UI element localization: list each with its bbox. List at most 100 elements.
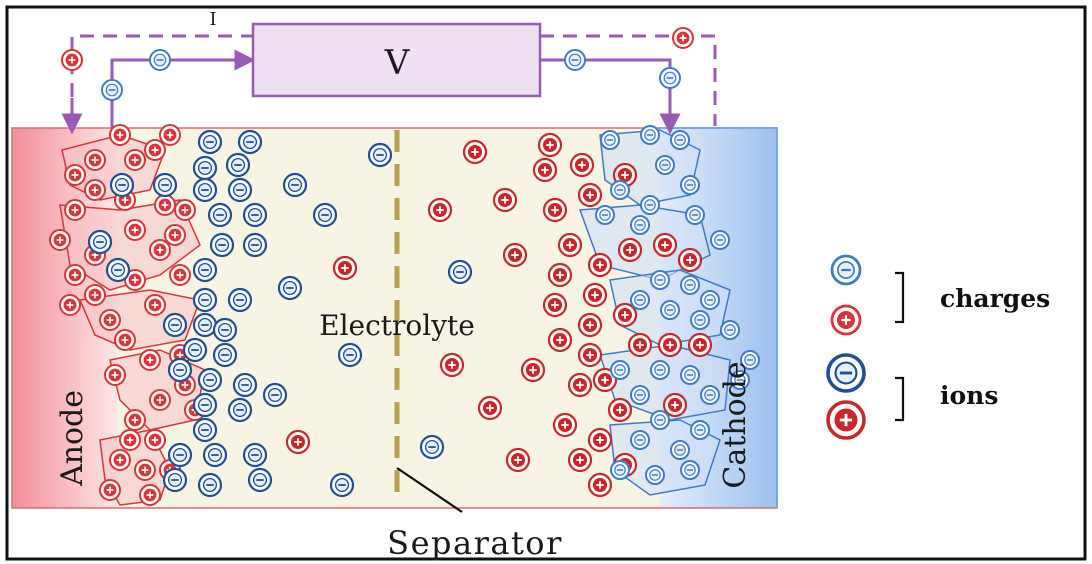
legend-ions-label: ions xyxy=(940,381,998,410)
positive-charge-icon xyxy=(174,199,196,221)
negative-charge-icon xyxy=(659,67,681,89)
negative-ion-icon xyxy=(242,442,268,468)
negative-ion-icon xyxy=(162,312,188,338)
positive-ion-icon xyxy=(532,157,558,183)
positive-ion-icon xyxy=(557,232,583,258)
positive-ion-icon xyxy=(569,152,595,178)
positive-ion-icon xyxy=(439,352,465,378)
legend-charges-label: charges xyxy=(940,284,1050,313)
negative-charge-icon xyxy=(680,275,700,295)
negative-ion-icon xyxy=(826,353,866,393)
negative-ion-icon xyxy=(312,202,338,228)
negative-charge-icon xyxy=(645,465,665,485)
negative-charge-icon xyxy=(670,440,690,460)
particle-layer xyxy=(49,27,760,506)
negative-ion-icon xyxy=(167,357,193,383)
negative-charge-icon xyxy=(680,365,700,385)
negative-ion-icon xyxy=(232,372,258,398)
positive-charge-icon xyxy=(114,329,136,351)
negative-charge-icon xyxy=(670,130,690,150)
positive-charge-icon xyxy=(159,124,181,146)
negative-ion-icon xyxy=(237,129,263,155)
negative-charge-icon xyxy=(700,290,720,310)
negative-ion-icon xyxy=(227,177,253,203)
negative-charge-icon xyxy=(640,195,660,215)
positive-ion-icon xyxy=(332,255,358,281)
negative-ion-icon xyxy=(209,232,235,258)
negative-charge-icon xyxy=(630,215,650,235)
positive-charge-icon xyxy=(49,229,71,251)
positive-charge-icon xyxy=(144,294,166,316)
positive-ion-icon xyxy=(502,242,528,268)
negative-charge-icon xyxy=(630,430,650,450)
positive-ion-icon xyxy=(505,447,531,473)
negative-ion-icon xyxy=(192,312,218,338)
negative-ion-icon xyxy=(105,257,131,283)
positive-charge-icon xyxy=(84,179,106,201)
negative-ion-icon xyxy=(192,257,218,283)
positive-ion-icon xyxy=(492,187,518,213)
positive-charge-icon xyxy=(164,224,186,246)
negative-ion-icon xyxy=(197,367,223,393)
positive-charge-icon xyxy=(124,269,146,291)
positive-charge-icon xyxy=(64,264,86,286)
positive-charge-icon xyxy=(124,219,146,241)
negative-charge-icon xyxy=(610,360,630,380)
negative-ion-icon xyxy=(167,442,193,468)
positive-ion-icon xyxy=(617,237,643,263)
positive-charge-icon xyxy=(84,284,106,306)
negative-ion-icon xyxy=(192,392,218,418)
positive-charge-icon xyxy=(144,429,166,451)
positive-charge-icon xyxy=(149,239,171,261)
negative-charge-icon xyxy=(600,130,620,150)
negative-ion-icon xyxy=(262,382,288,408)
negative-charge-icon xyxy=(650,360,670,380)
negative-charge-icon xyxy=(690,310,710,330)
negative-ion-icon xyxy=(162,467,188,493)
positive-charge-icon xyxy=(149,389,171,411)
positive-ion-icon xyxy=(520,357,546,383)
negative-charge-icon xyxy=(101,79,123,101)
positive-ion-icon xyxy=(612,302,638,328)
negative-charge-icon xyxy=(630,385,650,405)
positive-charge-icon xyxy=(64,164,86,186)
positive-charge-icon xyxy=(139,349,161,371)
negative-charge-icon xyxy=(640,125,660,145)
negative-ion-icon xyxy=(337,342,363,368)
positive-ion-icon xyxy=(592,367,618,393)
negative-ion-icon xyxy=(367,142,393,168)
anode-label: Anode xyxy=(55,390,90,487)
positive-charge-icon xyxy=(99,479,121,501)
negative-ion-icon xyxy=(152,172,178,198)
legend-bracket-charges xyxy=(895,271,905,324)
positive-charge-icon xyxy=(144,139,166,161)
negative-ion-icon xyxy=(277,275,303,301)
positive-ion-icon xyxy=(687,332,713,358)
voltmeter-box xyxy=(251,22,542,98)
negative-ion-icon xyxy=(242,202,268,228)
negative-ion-icon xyxy=(197,472,223,498)
positive-charge-icon xyxy=(84,149,106,171)
positive-charge-icon xyxy=(61,49,83,71)
negative-ion-icon xyxy=(227,287,253,313)
negative-charge-icon xyxy=(690,420,710,440)
positive-charge-icon xyxy=(59,294,81,316)
positive-ion-icon xyxy=(677,247,703,273)
positive-ion-icon xyxy=(462,139,488,165)
negative-charge-icon xyxy=(650,270,670,290)
positive-ion-icon xyxy=(285,429,311,455)
negative-ion-icon xyxy=(225,152,251,178)
positive-ion-icon xyxy=(547,262,573,288)
positive-ion-icon xyxy=(652,232,678,258)
electrolyte-label: Electrolyte xyxy=(319,309,475,342)
negative-charge-icon xyxy=(660,300,680,320)
positive-ion-icon xyxy=(542,197,568,223)
negative-charge-icon xyxy=(149,49,171,71)
legend-bracket-ions xyxy=(895,376,905,422)
positive-charge-icon xyxy=(109,124,131,146)
negative-charge-icon xyxy=(595,205,615,225)
positive-ion-icon xyxy=(662,392,688,418)
negative-ion-icon xyxy=(207,202,233,228)
negative-ion-icon xyxy=(242,232,268,258)
